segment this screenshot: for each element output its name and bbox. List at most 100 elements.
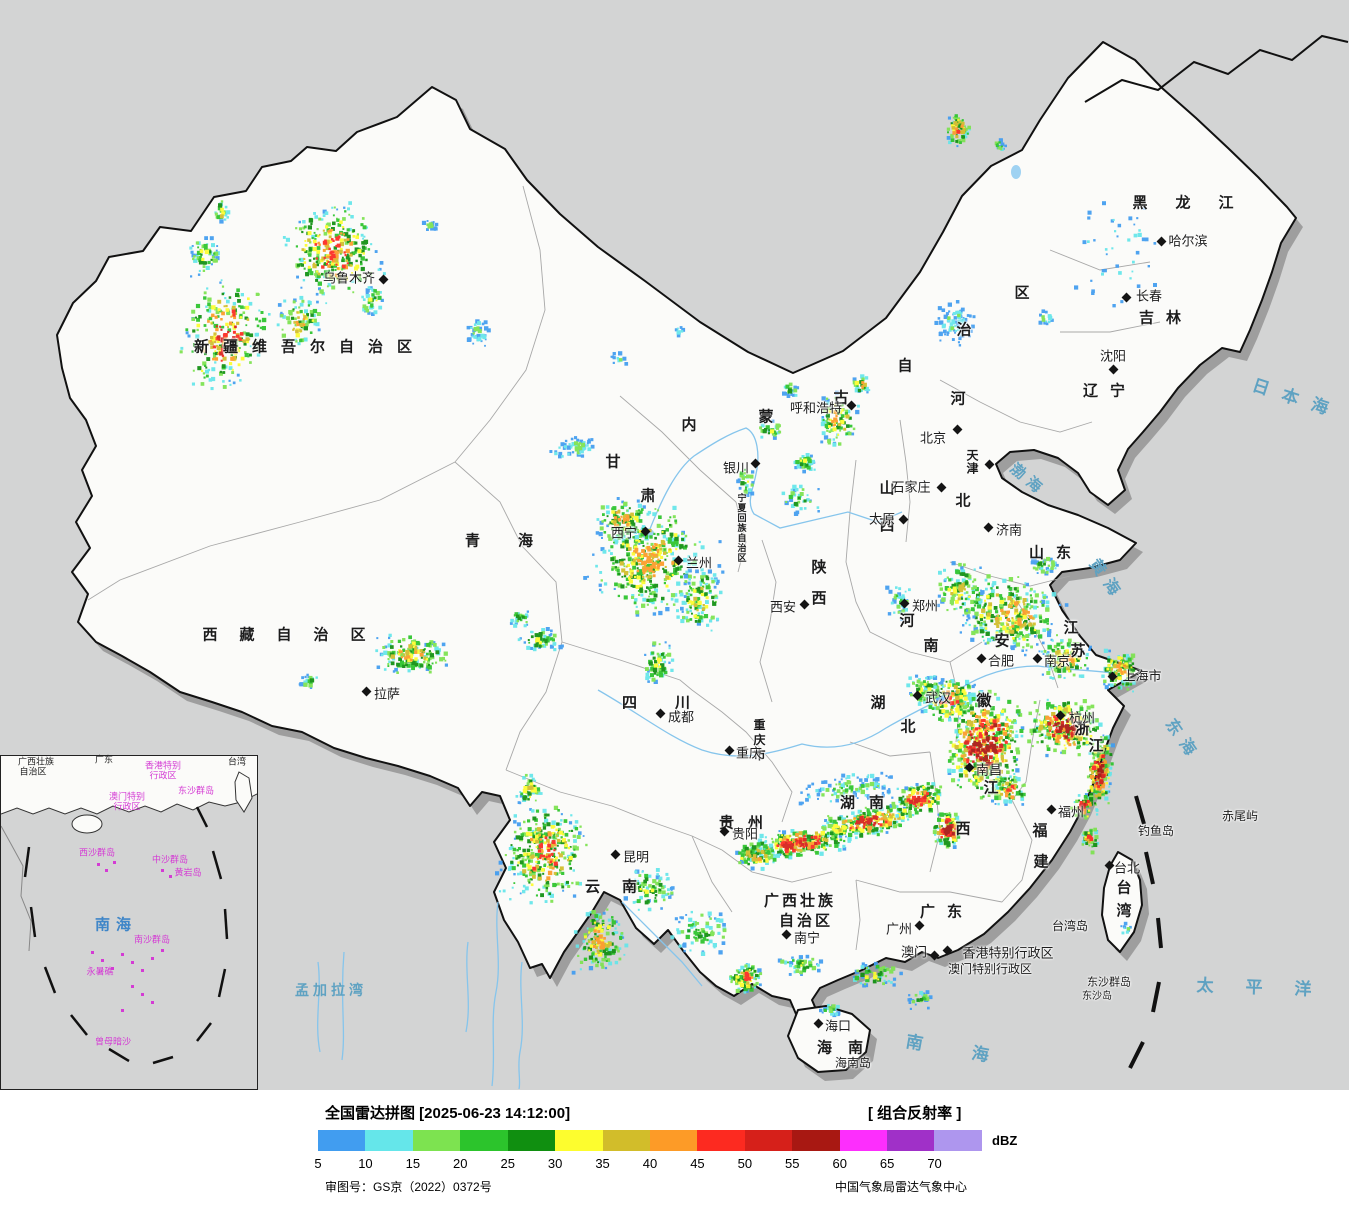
city-marker [914, 920, 924, 930]
colorbar-tick: 70 [927, 1156, 942, 1171]
province-label: 广东 [919, 903, 975, 921]
inset-vietnam-coast [1, 825, 32, 952]
city-marker [610, 849, 620, 859]
city-marker [799, 599, 809, 609]
province-label: 湖 [870, 694, 886, 712]
province-label: 苏 [1070, 642, 1086, 660]
city-marker [952, 424, 962, 434]
inset-label: 广东 [94, 754, 114, 765]
map-area: 黑龙江 吉林 辽宁内蒙古自治区新疆维吾尔自治区 西藏自治区 青海甘肃四川 云南 贵州 广西壮族… [0, 0, 1349, 1090]
province-label: 山东 [1028, 544, 1084, 562]
inset-label: 台湾 [227, 756, 247, 767]
colorbar-tick: 45 [690, 1156, 705, 1171]
city-label: 福州 [1057, 804, 1085, 820]
colorbar-tick: 30 [547, 1156, 563, 1171]
province-label: 治 [956, 321, 972, 339]
city-label: 南京 [1043, 653, 1071, 669]
city-label: 南昌 [975, 762, 1003, 778]
province-label: 江 [1088, 737, 1104, 755]
city-marker [750, 458, 760, 468]
city-label: 香港特别行政区 [962, 945, 1054, 961]
inset-label: 东沙群岛 [177, 785, 215, 796]
colorbar-segment [460, 1130, 508, 1151]
city-marker [781, 929, 791, 939]
island-label: 台湾岛 [1051, 919, 1089, 933]
city-label: 澳门 [900, 944, 928, 960]
colorbar-segment [839, 1130, 888, 1151]
colorbar-segment [649, 1130, 698, 1151]
city-label: 郑州 [911, 598, 939, 614]
province-label: 西藏自治区 [202, 626, 388, 644]
city-marker [673, 555, 683, 565]
inset-taiwan [234, 771, 253, 813]
colorbar-segment [365, 1130, 413, 1151]
colorbar-tick: 65 [879, 1156, 895, 1171]
province-label: 自治区 [778, 912, 834, 930]
taiwan-island [1101, 851, 1143, 953]
northeast-frontier-line [1084, 34, 1349, 103]
city-label: 兰州 [685, 555, 713, 571]
inset-hainan [71, 814, 103, 834]
dash-line [1128, 795, 1163, 1069]
province-label: 重庆市 [752, 718, 766, 764]
south-china-sea-inset [0, 755, 258, 1090]
colorbar-segment [602, 1130, 650, 1151]
province-label: 新疆维吾尔自治区 [193, 338, 427, 356]
province-label: 云南 [584, 878, 660, 896]
city-label: 西宁 [610, 525, 638, 541]
province-label: 山西 [877, 480, 895, 554]
colorbar-segment [412, 1130, 461, 1151]
colorbar-tick: 15 [405, 1156, 421, 1171]
colorbar-tick: 20 [453, 1156, 468, 1171]
sea-label: 黄海 [1085, 556, 1128, 606]
city-marker [936, 482, 946, 492]
city-label: 南宁 [793, 930, 821, 946]
inset-label: 澳门特别 [108, 791, 146, 802]
province-label: 广西壮族 [763, 892, 837, 910]
city-marker [929, 950, 939, 960]
map-labels: 黑龙江 吉林 辽宁内蒙古自治区新疆维吾尔自治区 西藏自治区 青海甘肃四川 云南 贵州 广西壮族… [18, 194, 1344, 1074]
province-label: 江 [983, 779, 999, 797]
sea-label: 太平洋 [1196, 975, 1344, 1001]
city-marker [1046, 804, 1056, 814]
city-label: 重庆 [735, 745, 763, 761]
city-label: 济南 [995, 522, 1023, 538]
inset-south-china-coast [1, 756, 257, 814]
city-label: 西安 [769, 599, 797, 615]
inset-label: 行政区 [113, 801, 141, 812]
city-marker [1107, 671, 1117, 681]
city-label: 长春 [1135, 288, 1163, 304]
data-source: 中国气象局雷达气象中心 [835, 1180, 968, 1194]
province-label: 贵州 [718, 814, 778, 832]
province-label: 黑龙江 [1132, 194, 1262, 212]
inset-label: 香港特别 [144, 760, 182, 771]
inset-island-dots [91, 861, 172, 1012]
inset-label: 永暑礁 [86, 966, 114, 977]
inset-coastline [1, 793, 257, 815]
city-label: 呼和浩特 [789, 400, 843, 416]
province-label: 北 [900, 718, 916, 736]
province-label: 宁夏回族自治区 [736, 493, 747, 563]
inset-nine-dash-line [23, 806, 229, 1065]
city-label: 拉萨 [373, 686, 401, 702]
province-label: 甘 [605, 453, 621, 471]
inset-label: 黄岩岛 [174, 867, 202, 878]
colorbar-tick: 10 [358, 1156, 373, 1171]
island-label: 东沙群岛 [1087, 976, 1131, 989]
inset-map [1, 756, 257, 1065]
colorbar-tick: 60 [832, 1156, 847, 1171]
city-label: 银川 [722, 460, 750, 476]
province-label: 青海 [464, 532, 572, 550]
city-marker [724, 745, 734, 755]
island-label: 东沙岛 [1082, 991, 1112, 1002]
hainan-island [787, 1005, 871, 1073]
city-label: 上海市 [1122, 668, 1162, 684]
province-label: 蒙 [758, 408, 774, 426]
inset-label: 南沙群岛 [133, 934, 171, 945]
province-label: 北 [955, 492, 971, 510]
province-label: 江 [1063, 619, 1079, 637]
province-label: 湾 [1116, 902, 1132, 920]
city-label: 台北 [1113, 860, 1141, 876]
city-marker [1032, 653, 1042, 663]
